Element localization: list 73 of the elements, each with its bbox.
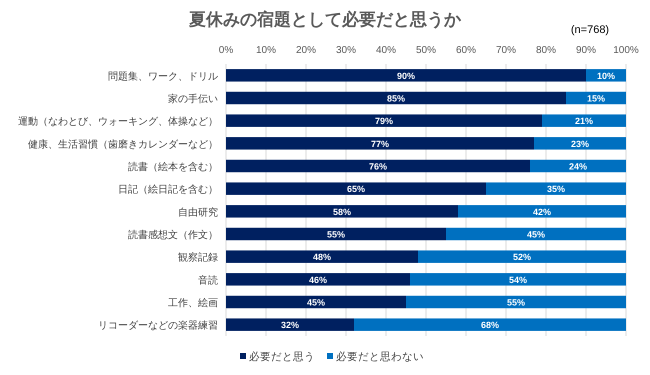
bar bbox=[542, 114, 626, 127]
data-label: 10% bbox=[596, 70, 616, 81]
y-tick-label: 家の手伝い bbox=[168, 93, 218, 105]
bar bbox=[226, 137, 534, 150]
x-tick-label: 100% bbox=[613, 45, 639, 56]
bar bbox=[226, 92, 566, 104]
data-label: 58% bbox=[332, 206, 352, 217]
data-label: 68% bbox=[480, 320, 500, 330]
x-tick-label: 60% bbox=[456, 45, 476, 56]
bar bbox=[534, 137, 626, 150]
x-tick-label: 0% bbox=[218, 45, 234, 56]
y-tick-label: 日記（絵日記を含む） bbox=[118, 184, 218, 196]
bar bbox=[226, 250, 418, 263]
y-tick-label: 工作、絵画 bbox=[168, 297, 218, 309]
data-label: 77% bbox=[370, 138, 390, 149]
legend-label: 必要だと思う bbox=[249, 350, 315, 363]
data-label: 65% bbox=[346, 184, 366, 194]
bar bbox=[418, 250, 626, 263]
data-label: 55% bbox=[506, 298, 526, 308]
data-label: 21% bbox=[574, 116, 594, 126]
x-tick-label: 30% bbox=[336, 45, 356, 56]
text: (n=768) bbox=[570, 24, 610, 36]
bar bbox=[226, 296, 406, 308]
y-tick-label: 健康、生活習慣（歯磨きカレンダーなど） bbox=[28, 138, 218, 150]
bar bbox=[226, 69, 586, 82]
bar bbox=[226, 273, 410, 286]
data-label: 55% bbox=[326, 230, 346, 240]
y-tick-label: リコーダーなどの楽器練習 bbox=[98, 320, 218, 332]
bar bbox=[226, 114, 542, 127]
y-tick-label: 運動（なわとび、ウォーキング、体操など） bbox=[18, 116, 218, 128]
bar bbox=[410, 273, 626, 286]
bar bbox=[458, 205, 626, 218]
bar bbox=[446, 228, 626, 240]
y-tick-label: 問題集、ワーク、ドリル bbox=[108, 70, 218, 82]
x-tick-label: 10% bbox=[256, 45, 276, 56]
x-tick-label: 50% bbox=[416, 45, 436, 56]
data-label: 54% bbox=[508, 274, 528, 285]
y-tick-label: 読書（絵本を含む） bbox=[128, 161, 218, 173]
data-label: 24% bbox=[568, 162, 588, 172]
data-label: 90% bbox=[396, 70, 416, 81]
y-tick-label: 読書感想文（作文） bbox=[128, 229, 218, 241]
data-label: 35% bbox=[546, 184, 566, 194]
x-tick-label: 80% bbox=[536, 45, 556, 56]
bar bbox=[354, 318, 626, 331]
x-tick-label: 70% bbox=[496, 45, 516, 56]
data-label: 79% bbox=[374, 116, 394, 126]
data-label: 32% bbox=[280, 320, 300, 330]
y-tick-label: 観察記録 bbox=[178, 252, 218, 264]
x-tick-label: 90% bbox=[576, 45, 596, 56]
data-label: 23% bbox=[570, 138, 590, 149]
data-label: 85% bbox=[386, 94, 406, 104]
x-tick-label: 40% bbox=[376, 45, 396, 56]
data-label: 45% bbox=[526, 230, 546, 240]
bar bbox=[530, 160, 626, 172]
data-label: 15% bbox=[586, 94, 606, 104]
x-tick-label: 20% bbox=[296, 45, 316, 56]
bar bbox=[226, 205, 458, 218]
bar bbox=[226, 160, 530, 172]
bar bbox=[226, 318, 354, 331]
data-label: 48% bbox=[312, 252, 332, 262]
bar bbox=[486, 182, 626, 195]
data-label: 42% bbox=[532, 206, 552, 217]
bar bbox=[406, 296, 626, 308]
legend-label: 必要だと思わない bbox=[336, 350, 424, 363]
y-tick-label: 音読 bbox=[198, 274, 218, 286]
data-label: 45% bbox=[306, 298, 326, 308]
bar bbox=[226, 228, 446, 240]
chart-title: 夏休みの宿題として必要だと思うか bbox=[188, 10, 462, 29]
data-label: 52% bbox=[512, 252, 532, 262]
bar bbox=[226, 182, 486, 195]
y-tick-label: 自由研究 bbox=[178, 206, 218, 218]
data-label: 46% bbox=[308, 274, 328, 285]
data-label: 76% bbox=[368, 162, 388, 172]
